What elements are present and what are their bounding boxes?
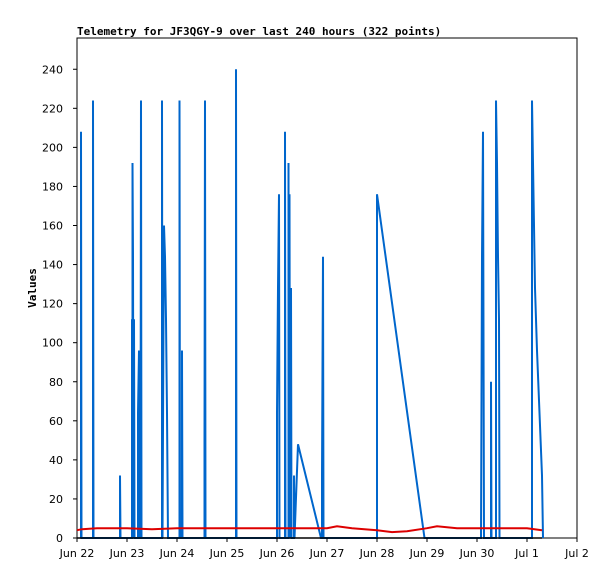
- series-line-1: [76, 525, 543, 534]
- x-tick-label: Jun 29: [409, 547, 445, 560]
- y-tick-label: 140: [42, 259, 63, 272]
- y-tick-label: 60: [49, 415, 63, 428]
- x-tick-label: Jul 1: [514, 547, 539, 560]
- x-tick-label: Jun 24: [159, 547, 195, 560]
- chart-title: Telemetry for JF3QGY-9 over last 240 hou…: [77, 25, 441, 38]
- x-tick-label: Jun 30: [459, 547, 495, 560]
- y-axis-label: Values: [26, 268, 39, 308]
- y-tick-label: 0: [56, 532, 63, 545]
- x-tick-label: Jun 27: [309, 547, 345, 560]
- y-tick-label: 200: [42, 141, 63, 154]
- y-tick-label: 100: [42, 337, 63, 350]
- y-tick-label: 180: [42, 180, 63, 193]
- y-axis: 0 20 40 60 80 100 120 140 160 180 200 220 240: [42, 63, 77, 545]
- x-tick-label: Jun 28: [359, 547, 395, 560]
- x-tick-label: Jun 23: [109, 547, 145, 560]
- y-tick-label: 80: [49, 376, 63, 389]
- y-tick-label: 20: [49, 493, 63, 506]
- y-tick-label: 40: [49, 454, 63, 467]
- x-tick-label: Jul 2: [564, 547, 589, 560]
- plot-frame: [76, 37, 578, 539]
- x-axis: Jun 22 Jun 23 Jun 24 Jun 25 Jun 26 Jun 27 Jun …: [59, 538, 589, 560]
- y-tick-label: 160: [42, 220, 63, 233]
- y-tick-label: 240: [42, 63, 63, 76]
- x-tick-label: Jun 26: [259, 547, 295, 560]
- x-tick-label: Jun 25: [209, 547, 245, 560]
- y-tick-label: 220: [42, 102, 63, 115]
- series-layer: [76, 69, 544, 539]
- y-tick-label: 120: [42, 298, 63, 311]
- x-tick-label: Jun 22: [59, 547, 95, 560]
- series-line-0: [80, 69, 544, 539]
